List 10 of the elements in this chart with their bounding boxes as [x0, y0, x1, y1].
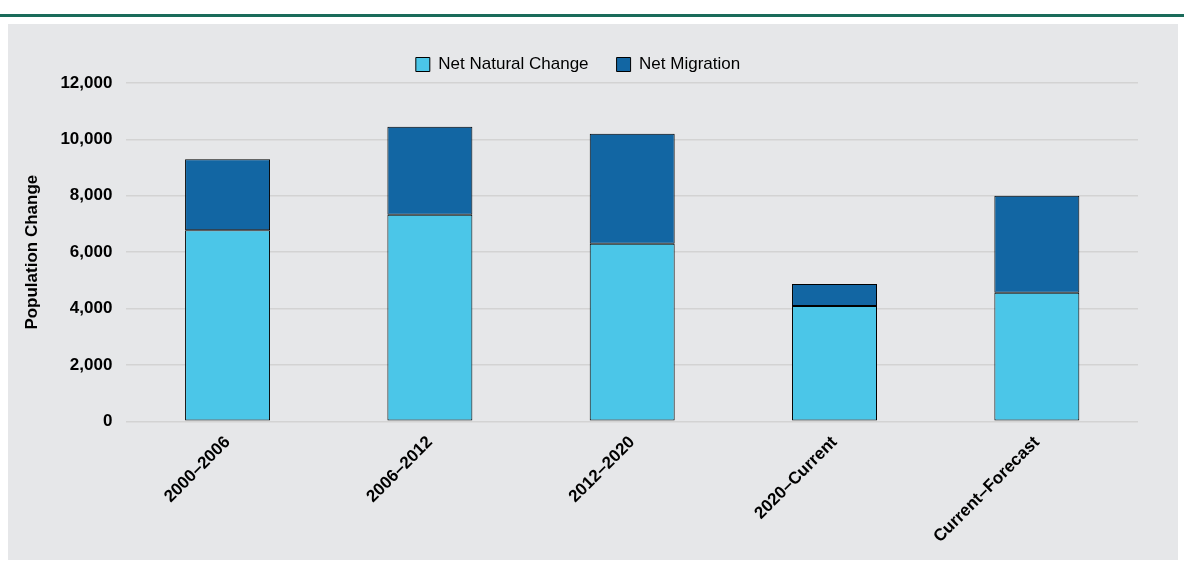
y-tick-label: 10,000: [60, 129, 113, 149]
legend-label: Net Natural Change: [438, 54, 589, 74]
y-tick-label: 6,000: [69, 241, 113, 261]
y-tick-label: 4,000: [69, 298, 113, 318]
y-tick-label: 12,000: [60, 72, 113, 92]
legend-label: Net Migration: [639, 54, 741, 74]
y-axis-title: Population Change: [21, 174, 41, 330]
y-tick-label: 0: [102, 411, 113, 431]
y-tick-label: 8,000: [69, 185, 113, 205]
y-tick-label: 2,000: [69, 354, 113, 374]
